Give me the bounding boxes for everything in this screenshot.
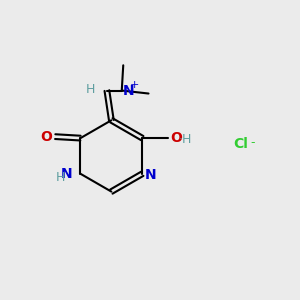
Text: O: O <box>170 131 182 145</box>
Text: ·H: ·H <box>179 133 192 146</box>
Text: N: N <box>145 168 156 182</box>
Text: O: O <box>40 130 52 144</box>
Text: H: H <box>85 82 95 96</box>
Text: -: - <box>250 136 255 149</box>
Text: N: N <box>122 84 134 98</box>
Text: +: + <box>130 80 140 90</box>
Text: Cl: Cl <box>233 137 248 151</box>
Text: N: N <box>61 167 72 181</box>
Text: H: H <box>56 171 66 184</box>
